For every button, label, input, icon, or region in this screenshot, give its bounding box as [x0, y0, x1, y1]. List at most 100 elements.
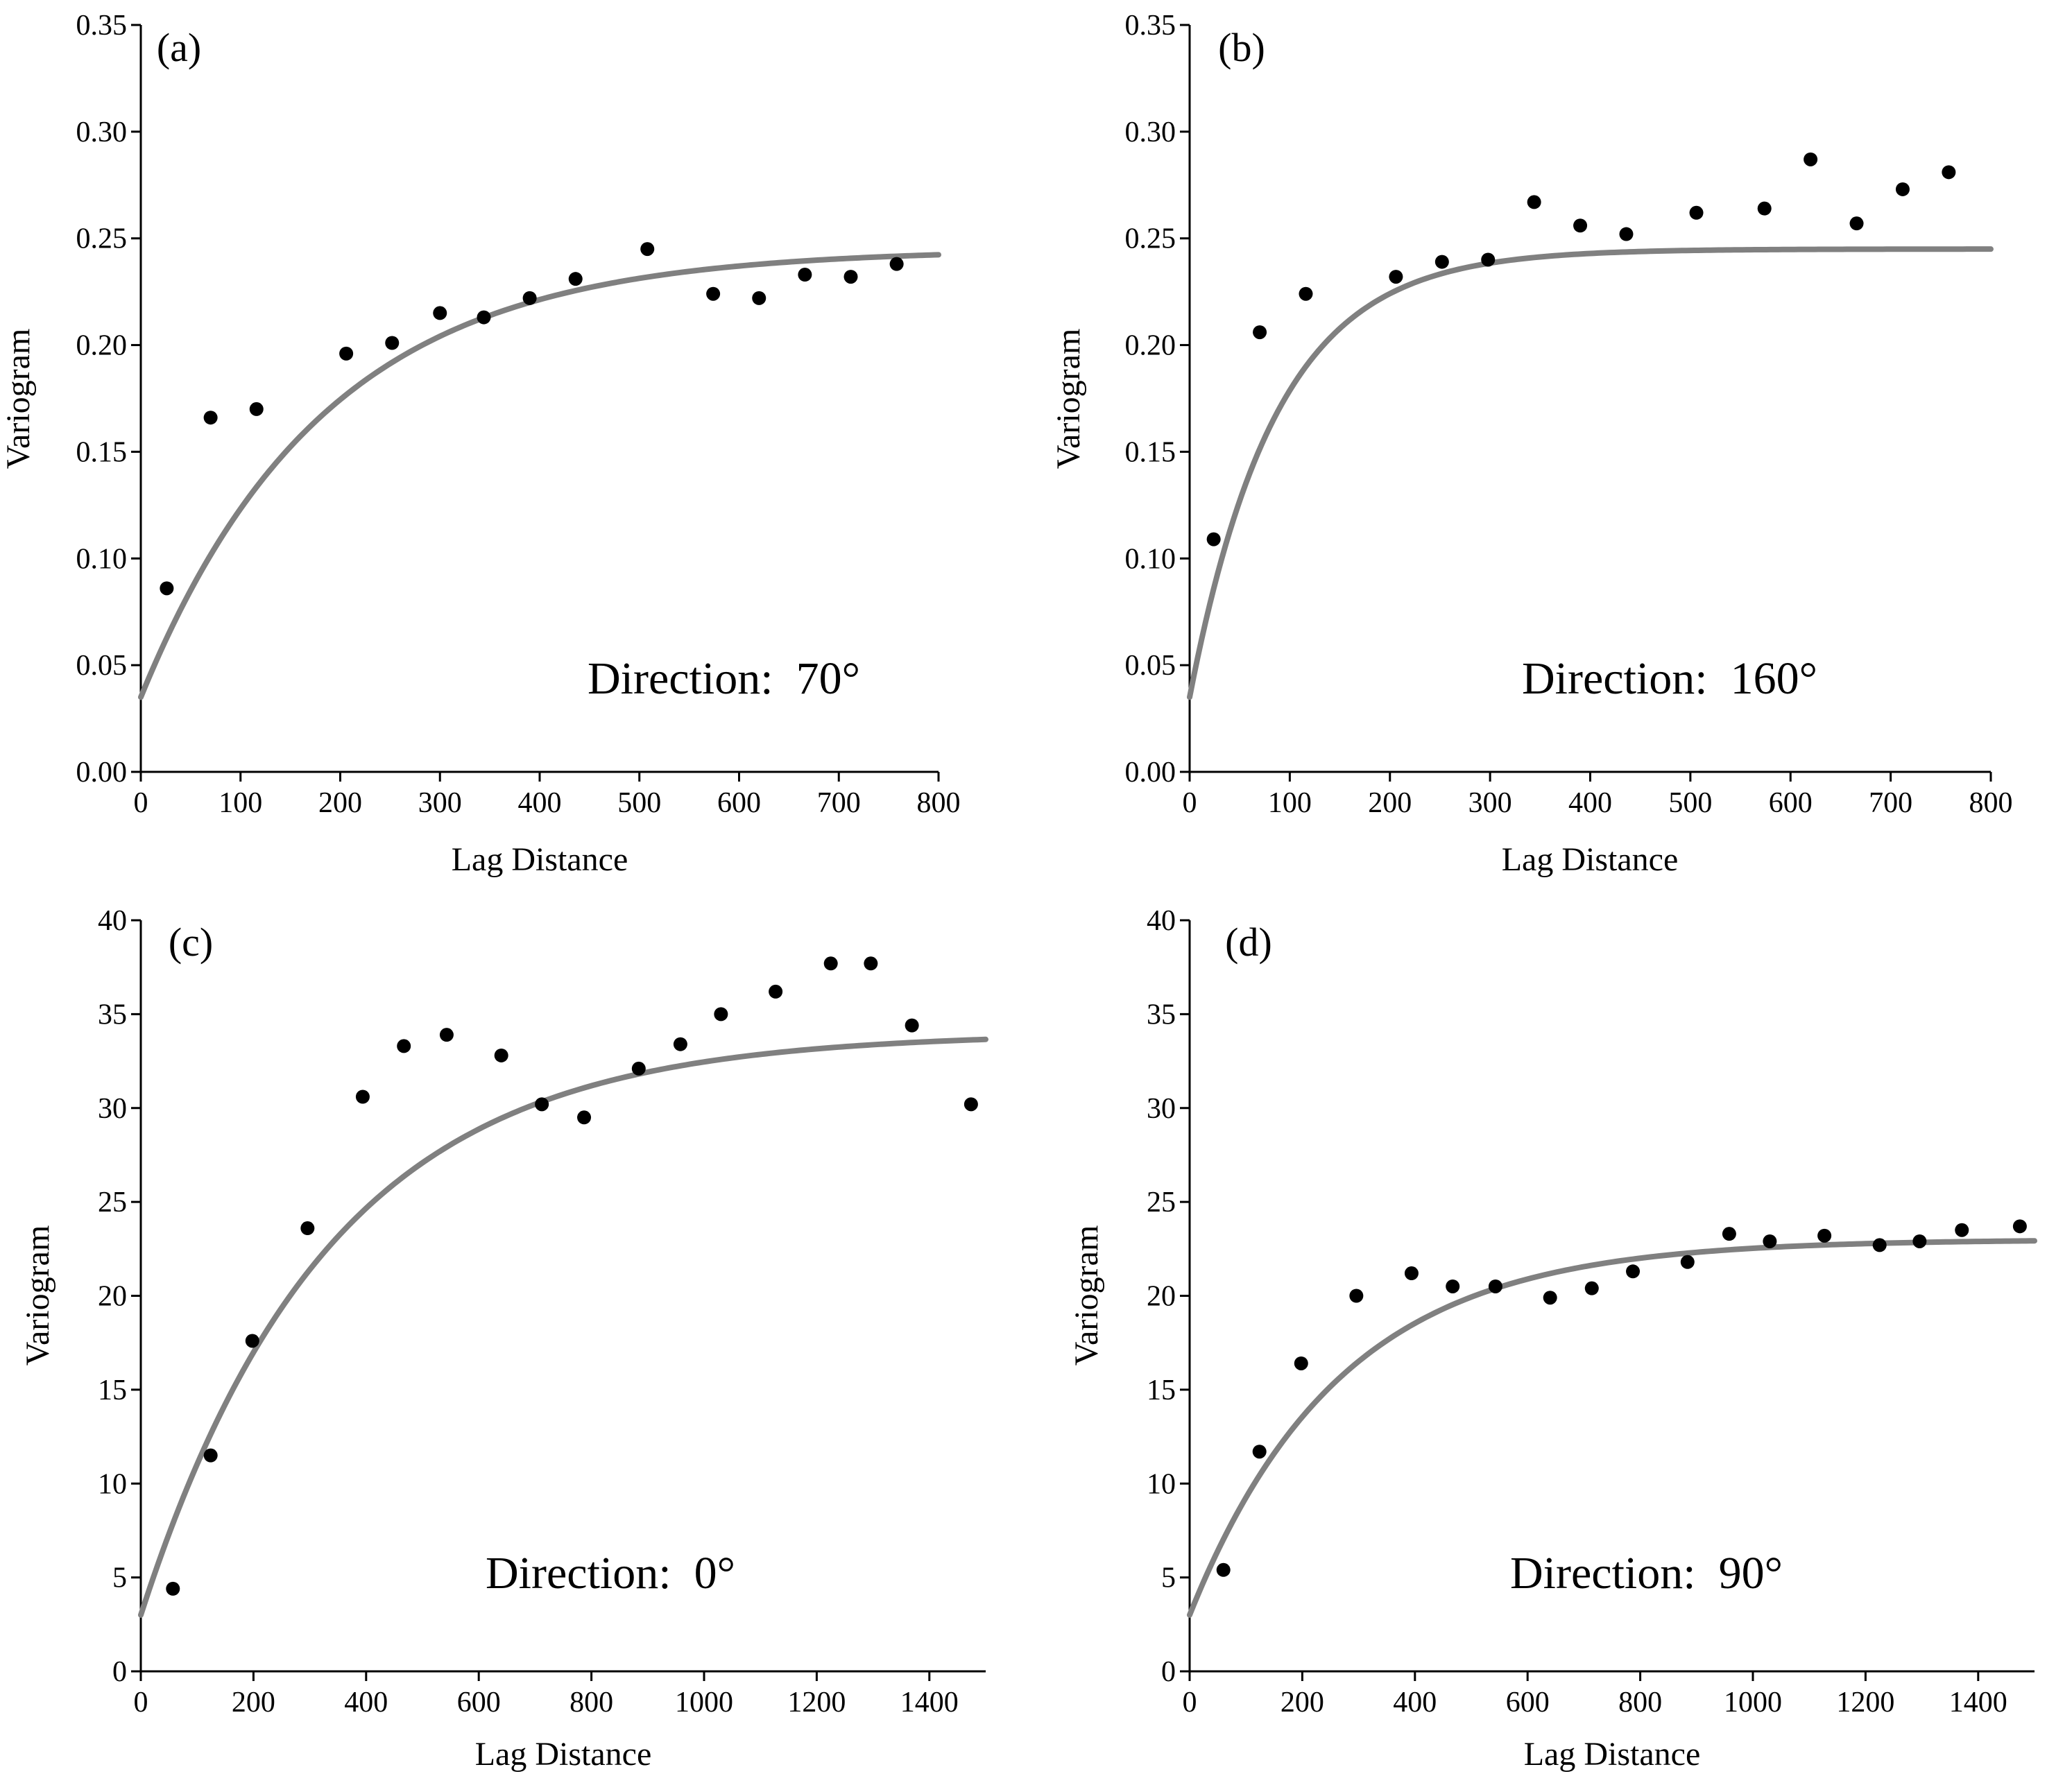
y-tick-label: 0.10	[1125, 543, 1176, 575]
x-tick-label: 700	[1869, 787, 1912, 819]
x-tick-label: 300	[1468, 787, 1512, 819]
panel-label: (a)	[157, 25, 201, 70]
y-axis-title: Variogram	[0, 329, 37, 469]
data-point	[249, 402, 264, 416]
data-point	[1299, 286, 1313, 301]
x-tick-label: 400	[1393, 1687, 1437, 1718]
x-tick-label: 600	[1769, 787, 1813, 819]
y-tick-label: 5	[1161, 1562, 1176, 1594]
y-tick-label: 10	[1147, 1468, 1176, 1500]
data-point	[577, 1110, 592, 1125]
data-point	[494, 1048, 508, 1062]
data-point	[1872, 1238, 1887, 1252]
data-point	[769, 984, 783, 999]
y-tick-label: 0.05	[1125, 650, 1176, 682]
y-tick-label: 0.35	[1125, 10, 1176, 42]
data-point	[1404, 1266, 1419, 1281]
x-tick-label: 0	[1183, 787, 1197, 819]
data-point	[1543, 1291, 1557, 1305]
x-tick-label: 100	[1268, 787, 1312, 819]
y-tick-label: 30	[98, 1093, 127, 1125]
data-point	[1689, 205, 1704, 220]
data-point	[889, 257, 904, 271]
data-point	[1252, 1445, 1267, 1459]
y-tick-label: 20	[98, 1281, 127, 1313]
y-tick-label: 40	[1147, 905, 1176, 937]
direction-annotation: Direction: 70°	[588, 653, 860, 704]
x-tick-label: 200	[1281, 1687, 1324, 1718]
data-point	[1942, 165, 1956, 180]
data-point	[714, 1007, 728, 1022]
x-tick-label: 1400	[1949, 1687, 2007, 1718]
x-tick-label: 400	[1568, 787, 1612, 819]
y-tick-label: 0.00	[76, 757, 128, 789]
data-point	[245, 1334, 259, 1348]
y-tick-label: 5	[112, 1562, 127, 1594]
y-axis-title: Variogram	[1068, 1225, 1105, 1366]
data-point	[1389, 270, 1403, 284]
panel-label: (c)	[169, 920, 213, 965]
y-tick-label: 35	[98, 999, 127, 1031]
y-tick-label: 0.20	[1125, 330, 1176, 362]
data-point	[535, 1097, 549, 1112]
data-point	[1253, 325, 1267, 340]
panel-label: (d)	[1225, 920, 1272, 965]
panel-label: (b)	[1218, 25, 1265, 70]
data-point	[477, 310, 491, 325]
x-tick-label: 200	[1368, 787, 1412, 819]
x-axis-title: Lag Distance	[1524, 1736, 1701, 1773]
x-tick-label: 0	[1183, 1687, 1197, 1718]
data-point	[2012, 1219, 2027, 1234]
data-point	[673, 1037, 687, 1051]
x-tick-label: 400	[344, 1687, 388, 1718]
x-tick-label: 100	[219, 787, 262, 819]
x-tick-label: 500	[1668, 787, 1712, 819]
data-point	[1481, 252, 1496, 267]
x-tick-label: 800	[569, 1687, 613, 1718]
y-tick-label: 0.30	[76, 117, 128, 148]
data-point	[1849, 216, 1864, 231]
data-point	[1895, 182, 1910, 196]
data-point	[1584, 1281, 1599, 1295]
data-point	[397, 1039, 411, 1053]
data-point	[640, 242, 655, 257]
data-point	[203, 411, 218, 425]
y-tick-label: 0.35	[76, 10, 128, 42]
x-tick-label: 1000	[675, 1687, 733, 1718]
x-tick-label: 500	[617, 787, 661, 819]
data-point	[752, 291, 766, 305]
x-tick-label: 600	[1506, 1687, 1550, 1718]
data-point	[1294, 1356, 1308, 1370]
data-point	[864, 956, 878, 971]
data-point	[1722, 1227, 1736, 1241]
data-point	[1619, 227, 1634, 241]
x-tick-label: 300	[418, 787, 462, 819]
data-point	[355, 1089, 370, 1104]
data-point	[1573, 218, 1588, 233]
data-point	[339, 346, 354, 361]
y-tick-label: 40	[98, 905, 127, 937]
x-tick-label: 200	[232, 1687, 275, 1718]
y-tick-label: 0.25	[76, 223, 128, 255]
y-axis-title: Variogram	[19, 1225, 56, 1366]
data-point	[568, 272, 583, 286]
data-point	[433, 306, 447, 320]
y-tick-label: 30	[1147, 1093, 1176, 1125]
data-point	[1349, 1289, 1364, 1303]
y-tick-label: 15	[98, 1375, 127, 1406]
y-tick-label: 0	[112, 1656, 127, 1688]
y-tick-label: 25	[1147, 1187, 1176, 1218]
y-tick-label: 0	[1161, 1656, 1176, 1688]
panel-a: 0.00 0.05 0.10 0.15 0.20 0.25 0.30 0.35 0 100 200 3…	[0, 10, 961, 878]
panel-b: 0.00 0.05 0.10 0.15 0.20 0.25 0.30 0.35 0 100 200 3…	[1050, 10, 2013, 878]
data-point	[1680, 1255, 1695, 1269]
y-tick-label: 0.25	[1125, 223, 1176, 255]
x-axis-title: Lag Distance	[475, 1736, 652, 1773]
data-point	[203, 1448, 218, 1463]
y-tick-label: 20	[1147, 1281, 1176, 1313]
data-point	[1763, 1234, 1777, 1248]
data-point	[1912, 1234, 1927, 1248]
data-point	[1488, 1279, 1502, 1293]
